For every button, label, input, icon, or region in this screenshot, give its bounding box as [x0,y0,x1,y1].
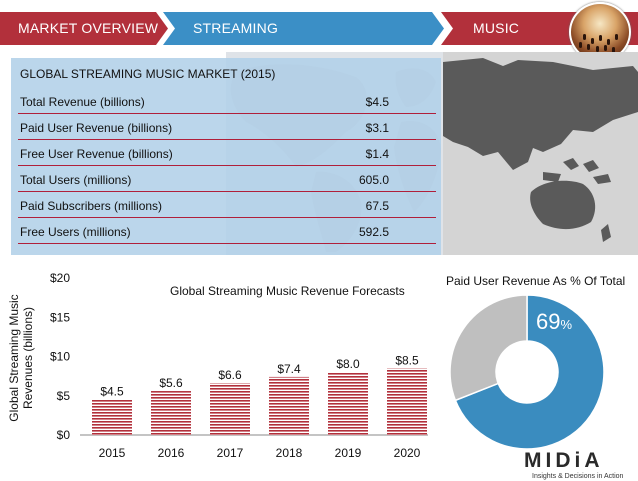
y-tick-label: $10 [50,350,70,364]
y-tick-label: $15 [50,310,70,324]
midia-logo: MIDiA Insights & Decisions in Action [524,449,623,480]
table-row: Paid Subscribers (millions) 67.5 [18,193,436,218]
y-tick-label: $20 [50,271,70,285]
bar-value-label: $6.6 [218,368,242,382]
row-label: Total Revenue (billions) [20,95,145,109]
x-tick-label: 2015 [99,446,126,460]
nav-segment-streaming [163,12,444,45]
market-summary-table: GLOBAL STREAMING MUSIC MARKET (2015) Tot… [11,58,441,255]
bar [387,368,427,435]
bar-value-label: $8.0 [336,357,360,371]
table-row: Free Users (millions) 592.5 [18,219,436,244]
table-row: Total Users (millions) 605.0 [18,167,436,192]
bar-value-label: $8.5 [395,353,419,367]
bar [269,376,309,435]
y-tick-label: $5 [57,389,71,403]
row-divider [18,191,436,192]
logo-tagline: Insights & Decisions in Action [532,473,624,480]
row-divider [18,139,436,140]
paid-revenue-donut-chart [449,294,605,450]
nav-item-market-overview[interactable]: MARKET OVERVIEW [18,20,159,36]
bar [210,383,250,435]
asia-pacific-map [443,52,638,255]
section-nav: MARKET OVERVIEW STREAMING MUSIC [0,12,638,45]
table-row: Total Revenue (billions) $4.5 [18,89,436,114]
row-value: 592.5 [358,225,389,239]
row-value: $3.1 [365,121,389,135]
x-tick-label: 2020 [394,446,421,460]
row-value: 67.5 [365,199,389,213]
donut-percent-unit: % [560,317,573,332]
x-tick-label: 2018 [276,446,303,460]
donut-chart-title: Paid User Revenue As % Of Total [446,274,626,288]
row-label: Total Users (millions) [20,173,132,187]
row-label: Paid User Revenue (billions) [20,121,173,135]
row-label: Free Users (millions) [20,225,131,239]
bar [92,399,132,435]
nav-item-music[interactable]: MUSIC [473,20,520,36]
row-label: Paid Subscribers (millions) [20,199,163,213]
logo-wordmark: MIDiA [524,449,604,472]
row-divider [18,113,436,114]
donut-slice [454,294,605,450]
bar-value-label: $7.4 [277,362,301,376]
row-value: 605.0 [358,173,389,187]
row-value: $4.5 [365,95,389,109]
row-divider [18,217,436,218]
x-tick-label: 2017 [217,446,244,460]
bar-chart-title: Global Streaming Music Revenue Forecasts [170,284,405,298]
donut-percent-label: 69% [536,309,572,335]
revenue-forecast-bar-chart: $0 $5 $10 $15 $20 $4.5 2015 $5.6 2016 $6.6 2017 $7.… [50,271,428,460]
asia-pacific-map-graphic [443,58,638,242]
row-divider [18,165,436,166]
bar-value-label: $5.6 [159,376,183,390]
x-tick-label: 2019 [335,446,362,460]
row-divider [18,243,436,244]
table-row: Free User Revenue (billions) $1.4 [18,141,436,166]
donut-slice [449,294,528,402]
table-title: GLOBAL STREAMING MUSIC MARKET (2015) [20,67,276,81]
y-tick-label: $0 [57,428,71,442]
donut-percent-value: 69 [536,309,561,334]
bar [328,372,368,435]
table-row: Paid User Revenue (billions) $3.1 [18,115,436,140]
bar-value-label: $4.5 [100,385,124,399]
bar [151,391,191,435]
nav-segment-market-overview [0,12,168,45]
row-value: $1.4 [365,147,389,161]
x-tick-label: 2016 [158,446,185,460]
nav-item-streaming[interactable]: STREAMING [193,20,279,36]
row-label: Free User Revenue (billions) [20,147,173,161]
